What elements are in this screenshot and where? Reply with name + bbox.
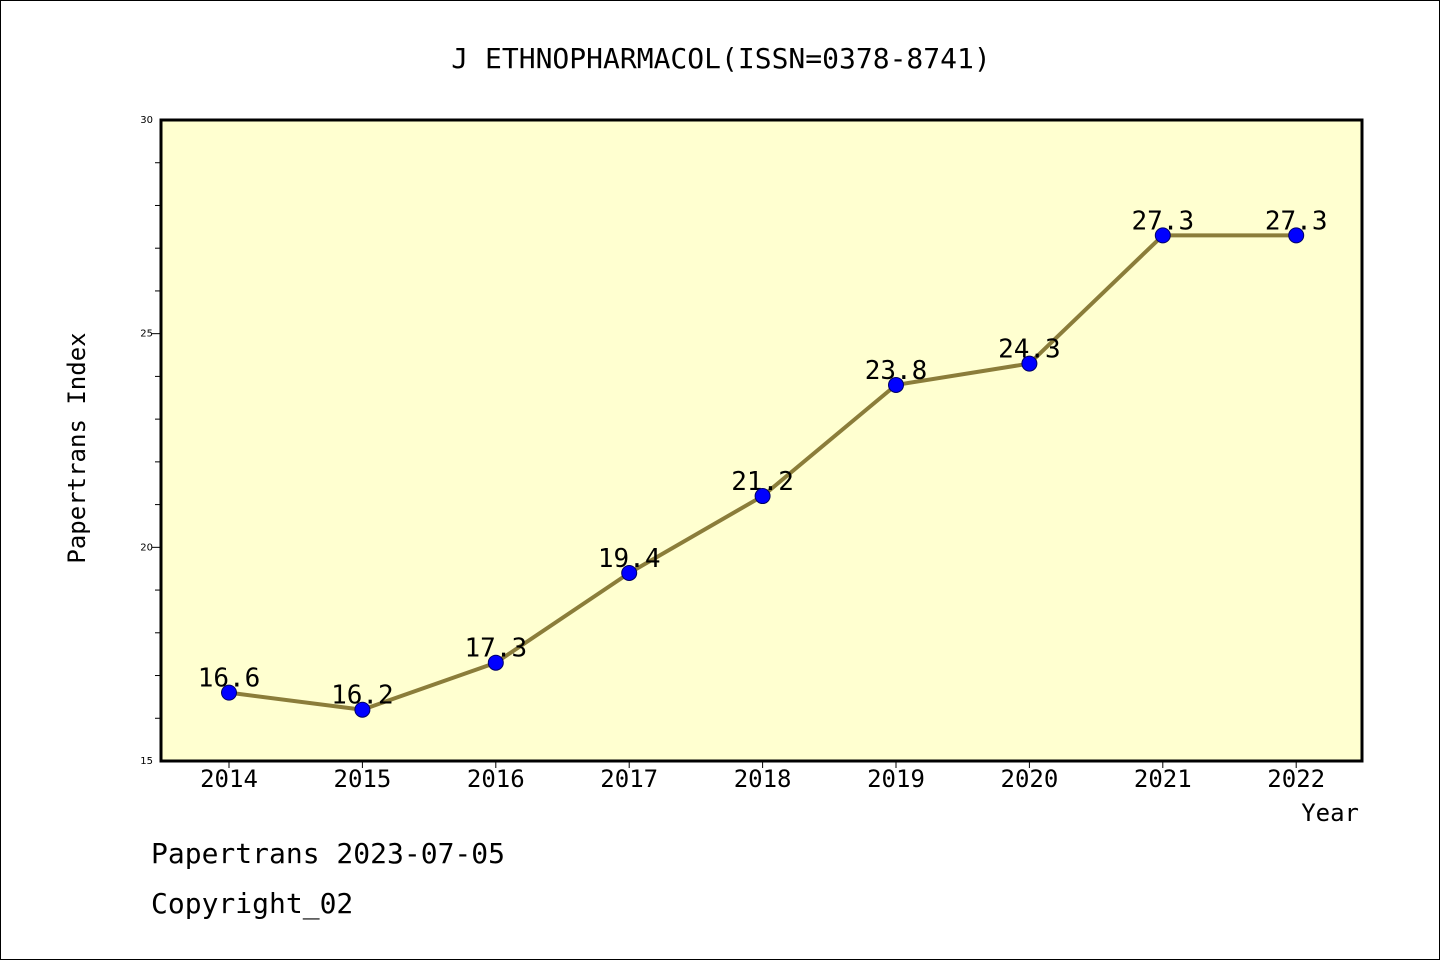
data-point	[221, 684, 237, 701]
y-axis: 15 20 25 30	[140, 115, 161, 767]
data-point	[754, 488, 771, 505]
x-tick-label: 2022	[1267, 765, 1325, 793]
footer-copyright: Copyright_02	[151, 887, 354, 920]
y-axis-label: Papertrans Index	[63, 332, 91, 563]
x-tick-label: 2015	[334, 765, 392, 793]
data-point	[354, 701, 371, 718]
x-tick-label: 2014	[200, 765, 258, 793]
x-tick-label: 2016	[467, 765, 525, 793]
x-tick-label: 2018	[734, 765, 792, 793]
x-tick-label: 2019	[867, 765, 925, 793]
y-tick-label: 15	[140, 756, 153, 767]
x-tick-label: 2021	[1134, 765, 1192, 793]
y-tick-label: 25	[140, 329, 153, 340]
data-point	[1021, 355, 1038, 372]
chart-title: J ETHNOPHARMACOL(ISSN=0378-8741)	[451, 42, 990, 75]
x-axis: 2014 2015 2016 2017 2018 2019 2020 2021 2022	[200, 761, 1325, 793]
y-tick-label: 30	[140, 115, 153, 126]
data-point	[888, 376, 904, 393]
footer-date: Papertrans 2023-07-05	[151, 837, 506, 870]
y-tick-label: 20	[140, 542, 153, 553]
plot-area	[159, 118, 1364, 763]
data-series: 16.616.217.319.421.223.824.327.3 27.3	[198, 206, 1328, 718]
data-point	[1288, 227, 1305, 244]
data-point	[621, 564, 638, 581]
data-point	[1154, 227, 1171, 244]
x-tick-label: 2020	[1001, 765, 1059, 793]
x-tick-label: 2017	[600, 765, 658, 793]
x-axis-label: Year	[1301, 799, 1359, 827]
data-point	[487, 654, 504, 671]
